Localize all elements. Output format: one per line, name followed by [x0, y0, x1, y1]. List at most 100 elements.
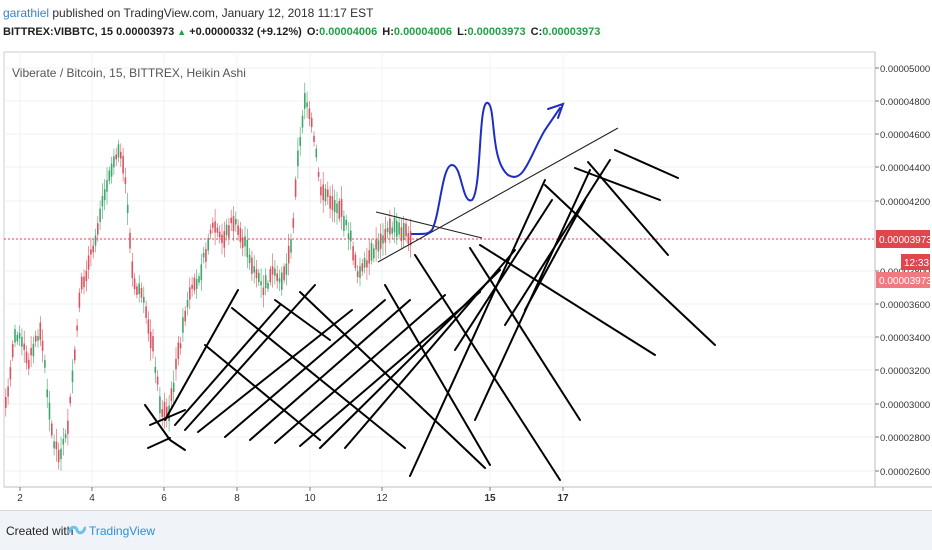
- candle-body: [28, 359, 30, 369]
- candle-body: [16, 334, 19, 342]
- y-tick-label: 0.00002600: [880, 467, 930, 478]
- author-link[interactable]: garathiel: [3, 6, 50, 20]
- drawing-stroke: [614, 149, 679, 179]
- candle-body: [232, 216, 235, 232]
- candle-body: [34, 335, 37, 342]
- high-value: 0.00004006: [393, 26, 453, 38]
- candle-body: [71, 370, 74, 383]
- candle-body: [74, 349, 76, 361]
- candle-body: [46, 389, 48, 398]
- candle-body: [350, 230, 352, 242]
- drawing-stroke: [204, 344, 321, 441]
- close-value: 0.00003973: [542, 26, 601, 38]
- candle-body: [377, 240, 380, 252]
- candle-body: [329, 195, 331, 209]
- candle-body: [106, 180, 108, 192]
- candle-body: [310, 118, 313, 128]
- y-tick-label: 0.00003000: [880, 400, 930, 411]
- x-tick-label: 17: [557, 493, 569, 504]
- x-tick-label: 10: [304, 493, 316, 504]
- candle-body: [99, 208, 101, 222]
- candle-body: [51, 423, 53, 436]
- low-value: 0.00003973: [467, 26, 526, 38]
- drawing-stroke: [149, 409, 186, 426]
- candle-body: [202, 252, 205, 258]
- candle-body: [301, 115, 304, 128]
- candle-body: [239, 228, 242, 243]
- candle-body: [409, 231, 412, 246]
- candle-body: [149, 331, 152, 349]
- price-axis: 0.00005000 0.00004800 0.00004600 0.00004400…: [875, 64, 930, 478]
- candle-body: [64, 433, 67, 439]
- candle-body: [315, 148, 318, 158]
- tradingview-brand[interactable]: TradingView: [89, 524, 156, 538]
- candle-body: [324, 188, 327, 202]
- candle-body: [299, 137, 301, 146]
- candle-body: [292, 218, 295, 228]
- candle-body: [363, 257, 366, 268]
- candle-body: [23, 343, 25, 350]
- y-tick-label: 0.00003600: [880, 300, 930, 311]
- trend-lines: [375, 127, 619, 263]
- drawing-stroke: [164, 289, 239, 421]
- drawing-stroke: [384, 284, 491, 466]
- y-tick-label: 0.00004200: [880, 197, 930, 208]
- current-price-badge: [876, 230, 930, 248]
- candle-body: [379, 233, 382, 249]
- candle-body: [179, 343, 182, 349]
- candle-body: [262, 287, 265, 296]
- candle-body: [140, 287, 143, 298]
- candle-body: [258, 272, 260, 283]
- candle-body: [9, 367, 12, 380]
- x-tick-label: 15: [484, 493, 496, 504]
- candle-body: [55, 441, 58, 450]
- symbol-label: BITTREX:VIBBTC, 15: [3, 26, 114, 38]
- candle-body: [41, 340, 44, 351]
- candle-body: [322, 184, 324, 201]
- candle-body: [276, 273, 278, 281]
- candle-body: [85, 270, 88, 282]
- candle-body: [80, 276, 83, 290]
- candle-body: [317, 171, 320, 177]
- candle-body: [382, 235, 384, 244]
- drawing-stroke: [147, 437, 171, 449]
- candle-body: [186, 299, 189, 308]
- candle-body: [304, 93, 306, 109]
- x-tick-label: 6: [161, 493, 167, 504]
- drawing-stroke: [469, 247, 581, 421]
- candle-body: [389, 218, 391, 235]
- current-price-label: 0.00003973: [879, 235, 932, 246]
- candle-body: [306, 102, 308, 108]
- wedge-upper-line: [375, 211, 483, 239]
- candle-body: [120, 151, 122, 159]
- candle-body: [37, 336, 39, 341]
- x-tick-label: 12: [376, 493, 388, 504]
- candle-body: [225, 224, 228, 236]
- candle-body: [212, 222, 214, 228]
- drawing-stroke: [587, 161, 669, 256]
- drawing-stroke: [524, 199, 586, 311]
- candle-body: [313, 135, 315, 142]
- y-tick-label: 0.00004400: [880, 163, 930, 174]
- candle-body: [189, 287, 191, 300]
- candle-body: [90, 249, 92, 255]
- candle-body: [122, 155, 124, 174]
- candle-body: [53, 441, 55, 449]
- candles: [5, 82, 412, 471]
- forecast-path: [411, 101, 565, 235]
- candle-body: [391, 227, 393, 234]
- candle-body: [25, 351, 28, 364]
- candle-body: [361, 263, 364, 272]
- candle-body: [83, 276, 85, 288]
- wedge-lower-line: [377, 127, 619, 263]
- candle-body: [347, 233, 350, 239]
- candle-body: [195, 278, 198, 290]
- bid-badge: [876, 272, 930, 288]
- candle-body: [67, 420, 69, 434]
- y-tick-label: 0.00004600: [880, 130, 930, 141]
- candle-body: [115, 154, 117, 160]
- candle-body: [356, 271, 359, 278]
- forecast-curve: [411, 101, 561, 235]
- candle-body: [278, 278, 281, 283]
